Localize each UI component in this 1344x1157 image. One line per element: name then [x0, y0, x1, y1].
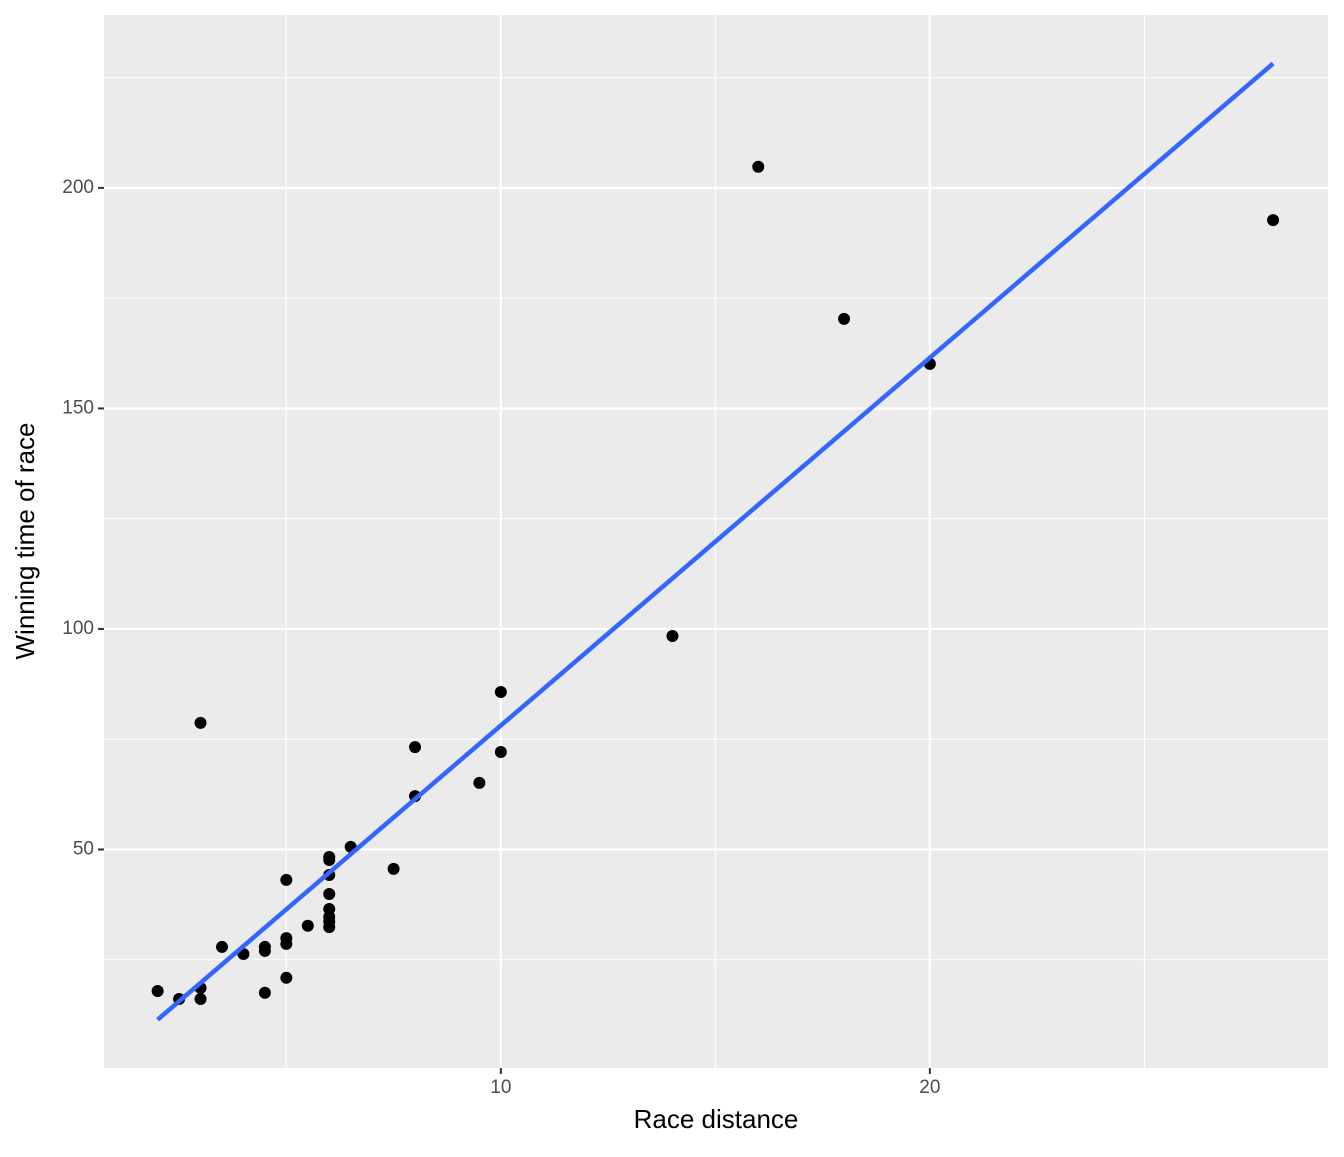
point: [151, 985, 164, 998]
point: [258, 944, 271, 957]
y-tick-label: 100: [62, 618, 94, 639]
x-tick-label: 10: [490, 1077, 511, 1098]
x-tick-label: 20: [919, 1077, 940, 1098]
point: [194, 716, 207, 729]
point: [1267, 214, 1280, 227]
point: [666, 629, 679, 642]
point: [323, 854, 336, 867]
point: [258, 986, 271, 999]
y-tick-label: 200: [62, 177, 94, 198]
point: [387, 862, 400, 875]
point: [752, 160, 765, 173]
point: [280, 873, 293, 886]
point: [494, 686, 507, 699]
point: [301, 919, 314, 932]
point: [323, 921, 336, 934]
y-axis-title: Winning time of race: [10, 423, 40, 660]
point: [409, 741, 422, 754]
point: [215, 940, 228, 953]
trend-line: [156, 61, 1275, 1022]
y-tick-label: 150: [62, 397, 94, 418]
x-axis-title: Race distance: [634, 1104, 799, 1134]
point: [494, 745, 507, 758]
point: [280, 937, 293, 950]
y-tick-label: 50: [73, 838, 94, 859]
point: [838, 312, 851, 325]
point: [194, 992, 207, 1005]
point: [323, 888, 336, 901]
point: [473, 776, 486, 789]
point: [280, 971, 293, 984]
